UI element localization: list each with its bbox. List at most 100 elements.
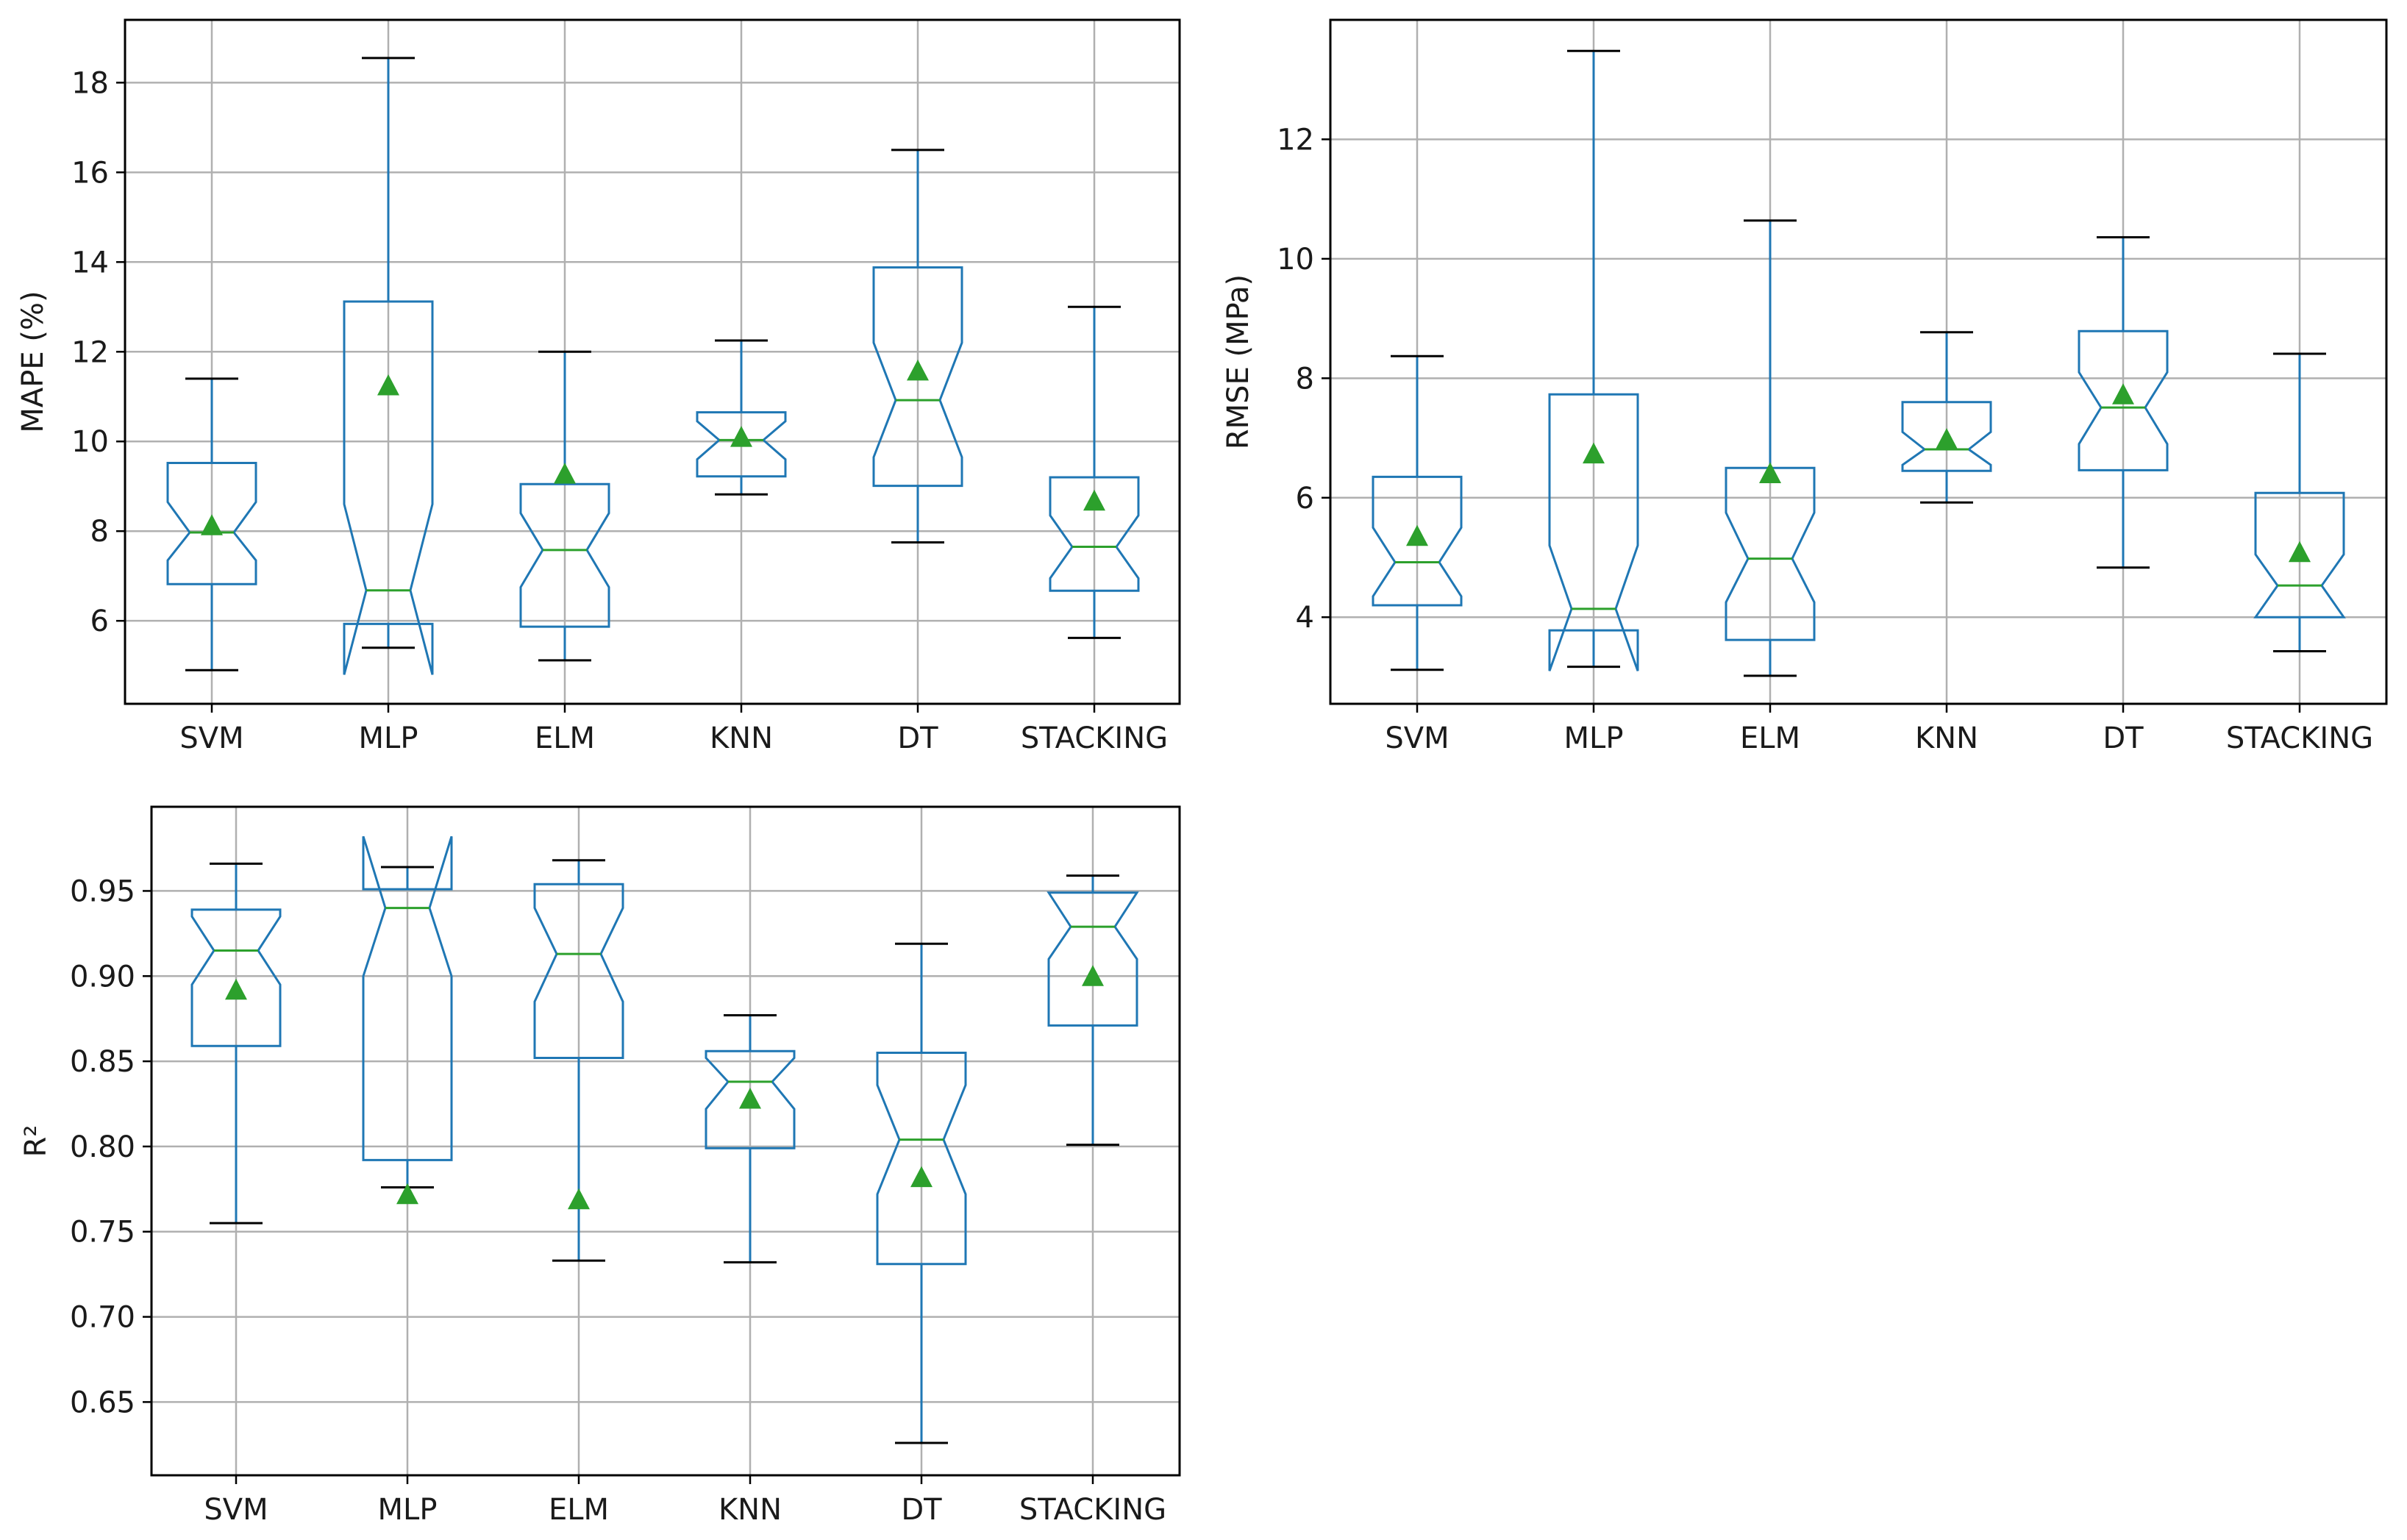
x-tick-label: KNN (710, 721, 773, 755)
mean-marker (1583, 442, 1605, 464)
plot-area (125, 20, 1180, 704)
mean-marker (2112, 383, 2134, 404)
x-tick-label: DT (2103, 721, 2144, 755)
y-axis-label: R² (19, 1125, 53, 1158)
box-body (1372, 475, 1463, 607)
box-body (1725, 466, 1816, 641)
mean-marker (739, 1088, 761, 1109)
box-stacking (1046, 874, 1139, 1147)
box-mlp (362, 835, 453, 1205)
x-tick-label: SVM (204, 1493, 268, 1527)
box-elm (533, 859, 624, 1262)
box-body (1046, 891, 1139, 1027)
axes-frame (1329, 18, 2388, 705)
box-body (190, 908, 282, 1047)
box-dt (872, 149, 963, 543)
box-body (696, 411, 787, 478)
mean-marker (730, 426, 752, 447)
y-tick-label: 12 (1277, 123, 1314, 157)
x-tick-label: ELM (549, 1493, 609, 1527)
box-body (872, 266, 963, 488)
box-body (519, 482, 610, 628)
mean-marker (1759, 462, 1781, 483)
x-tick-label: MLP (359, 721, 418, 755)
mean-marker (396, 1183, 418, 1205)
x-tick-label: DT (901, 1493, 942, 1527)
x-tick-label: STACKING (2226, 721, 2373, 755)
box-svm (166, 377, 257, 671)
y-tick-label: 18 (71, 66, 109, 100)
panel-mape: 6 8 10 12 14 16 18 SVM MLP ELM KNN DT STACKING MAPE (… (16, 18, 1181, 755)
box-elm (1725, 219, 1816, 677)
x-tick-label: DT (897, 721, 938, 755)
box-body (1901, 401, 1992, 472)
y-axis-label: MAPE (%) (16, 290, 50, 432)
box-body (362, 835, 453, 1161)
box-knn (705, 1014, 796, 1263)
x-tick-label: STACKING (1019, 1493, 1166, 1527)
x-tick-label: SVM (1385, 721, 1449, 755)
y-tick-label: 10 (71, 425, 109, 459)
box-svm (190, 862, 282, 1224)
mean-marker (568, 1188, 590, 1210)
panel-rmse: 4 6 8 10 12 SVM MLP ELM KNN DT STACKING RMSE (MPa) (1222, 18, 2388, 755)
plot-area (1330, 20, 2386, 704)
y-tick-label: 0.90 (70, 960, 135, 994)
y-tick-label: 10 (1277, 243, 1314, 277)
mean-marker (2289, 541, 2311, 563)
mean-marker (910, 1166, 933, 1188)
box-body (1548, 393, 1639, 671)
axes-frame (124, 18, 1181, 705)
mean-marker (1083, 489, 1105, 511)
box-mlp (343, 57, 434, 675)
x-tick-label: ELM (1740, 721, 1800, 755)
box-knn (696, 339, 787, 496)
mean-marker (1406, 524, 1428, 546)
y-tick-label: 6 (90, 605, 109, 638)
x-tick-label: SVM (179, 721, 243, 755)
y-tick-label: 14 (71, 246, 109, 279)
box-body (533, 883, 624, 1059)
mean-marker (201, 514, 223, 535)
box-dt (876, 942, 967, 1444)
box-body (2078, 329, 2169, 471)
box-knn (1901, 331, 1992, 504)
y-tick-label: 8 (90, 515, 109, 549)
box-body (1049, 476, 1140, 592)
x-tick-label: KNN (718, 1493, 782, 1527)
mean-marker (1082, 965, 1104, 986)
box-body (343, 300, 434, 675)
mean-marker (554, 463, 576, 484)
mean-marker (377, 374, 399, 396)
y-tick-label: 0.95 (70, 874, 135, 908)
y-axis-label: RMSE (MPa) (1222, 274, 1255, 449)
plot-area (151, 807, 1180, 1475)
box-mlp (1548, 49, 1639, 671)
box-body (876, 1052, 967, 1266)
y-tick-label: 6 (1296, 482, 1314, 516)
y-tick-label: 12 (71, 335, 109, 369)
y-tick-label: 0.75 (70, 1216, 135, 1250)
x-tick-label: MLP (1564, 721, 1624, 755)
x-tick-label: MLP (378, 1493, 438, 1527)
panel-r2: 0.65 0.70 0.75 0.80 0.85 0.90 0.95 SVM MLP ELM KNN… (19, 805, 1181, 1527)
box-body (705, 1049, 796, 1149)
x-tick-label: ELM (535, 721, 595, 755)
box-stacking (2253, 352, 2346, 653)
y-tick-label: 0.70 (70, 1301, 135, 1335)
box-body (166, 462, 257, 585)
axes-frame (150, 805, 1181, 1477)
box-stacking (1049, 305, 1140, 639)
y-tick-label: 0.65 (70, 1386, 135, 1419)
mean-marker (225, 978, 247, 1000)
x-tick-label: STACKING (1021, 721, 1168, 755)
y-tick-label: 8 (1296, 362, 1314, 396)
y-tick-label: 0.80 (70, 1130, 135, 1164)
y-tick-label: 4 (1296, 601, 1314, 635)
box-elm (519, 350, 610, 662)
y-tick-label: 16 (71, 156, 109, 190)
x-tick-label: KNN (1915, 721, 1978, 755)
box-dt (2078, 236, 2169, 569)
mean-marker (1936, 428, 1958, 449)
